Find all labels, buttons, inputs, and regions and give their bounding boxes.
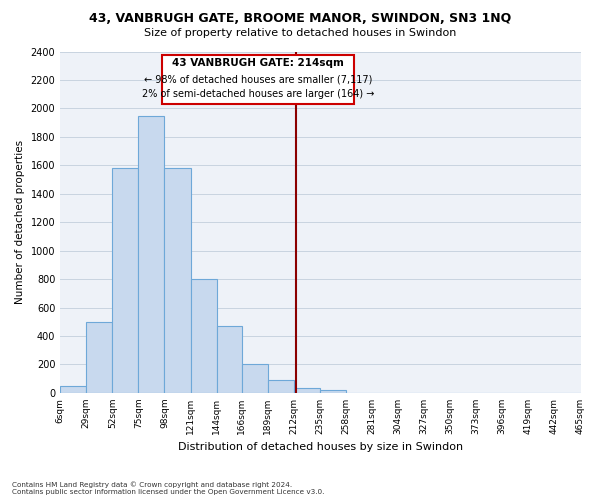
Text: 43 VANBRUGH GATE: 214sqm: 43 VANBRUGH GATE: 214sqm [172, 58, 344, 68]
Bar [191, 279, 217, 393]
Text: ← 98% of detached houses are smaller (7,117): ← 98% of detached houses are smaller (7,… [144, 74, 372, 85]
Text: Contains HM Land Registry data © Crown copyright and database right 2024.: Contains HM Land Registry data © Crown c… [12, 481, 292, 488]
Bar [86, 322, 112, 393]
Bar [320, 390, 346, 393]
X-axis label: Distribution of detached houses by size in Swindon: Distribution of detached houses by size … [178, 442, 463, 452]
Text: Contains public sector information licensed under the Open Government Licence v3: Contains public sector information licen… [12, 489, 325, 495]
Text: Size of property relative to detached houses in Swindon: Size of property relative to detached ho… [144, 28, 456, 38]
Bar [112, 168, 139, 393]
Bar [139, 116, 164, 393]
Bar [164, 168, 191, 393]
Y-axis label: Number of detached properties: Number of detached properties [15, 140, 25, 304]
Text: 2% of semi-detached houses are larger (164) →: 2% of semi-detached houses are larger (1… [142, 89, 374, 99]
FancyBboxPatch shape [161, 55, 354, 104]
Bar [242, 364, 268, 393]
Bar [217, 326, 242, 393]
Bar [293, 388, 320, 393]
Text: 43, VANBRUGH GATE, BROOME MANOR, SWINDON, SN3 1NQ: 43, VANBRUGH GATE, BROOME MANOR, SWINDON… [89, 12, 511, 26]
Bar [268, 380, 293, 393]
Bar [60, 386, 86, 393]
